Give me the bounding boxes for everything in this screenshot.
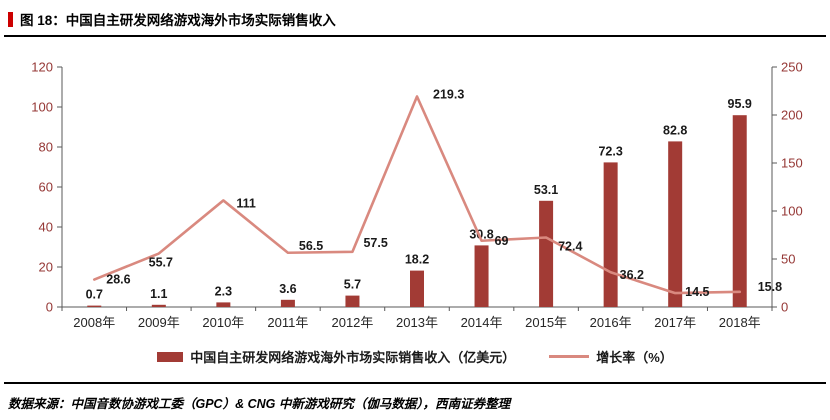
growth-value-label: 28.6 [106, 273, 130, 287]
footer-divider [4, 382, 826, 384]
left-axis-tick-label: 0 [46, 300, 53, 315]
bar-value-label: 0.7 [86, 288, 103, 302]
bar [732, 115, 747, 307]
growth-value-label: 56.5 [299, 239, 323, 253]
x-axis-label: 2008年 [73, 315, 115, 330]
bar [345, 295, 360, 307]
growth-value-label: 72.4 [558, 239, 582, 253]
chart-legend: 中国自主研发网络游戏海外市场实际销售收入（亿美元） 增长率（%） [0, 347, 830, 366]
left-axis-tick-label: 120 [31, 60, 53, 75]
bar [668, 141, 683, 307]
bar [151, 304, 166, 307]
left-axis-tick-label: 60 [39, 180, 53, 195]
right-axis-tick-label: 200 [781, 108, 803, 123]
growth-value-label: 55.7 [149, 256, 173, 270]
x-axis-label: 2016年 [590, 315, 632, 330]
bar-value-label: 82.8 [663, 123, 687, 137]
growth-line [92, 95, 742, 295]
growth-value-label: 36.2 [620, 268, 644, 282]
right-axis-tick-label: 50 [781, 252, 795, 267]
legend-label: 增长率（%） [596, 350, 673, 365]
bar [280, 299, 295, 307]
right-axis-tick-label: 150 [781, 156, 803, 171]
figure-title: 图 18：中国自主研发网络游戏海外市场实际销售收入 [20, 13, 336, 28]
legend-item-growth-rate: 增长率（%） [549, 347, 673, 366]
bar-value-label: 5.7 [344, 278, 361, 292]
x-axis-label: 2013年 [396, 315, 438, 330]
left-axis-tick-label: 80 [39, 140, 53, 155]
right-axis-tick-label: 0 [781, 300, 788, 315]
x-axis-label: 2010年 [202, 315, 244, 330]
growth-value-label: 15.8 [758, 280, 782, 294]
growth-value-label: 57.5 [363, 236, 387, 250]
x-axis-label: 2011年 [267, 315, 308, 330]
x-axis-label: 2018年 [719, 315, 761, 330]
bar-legend-swatch [157, 351, 184, 362]
x-axis-label: 2009年 [138, 315, 180, 330]
growth-value-label: 14.5 [685, 285, 709, 299]
bar-value-label: 30.8 [469, 227, 493, 241]
bar [87, 305, 102, 307]
bar [539, 200, 554, 307]
x-axis-label: 2012年 [331, 315, 373, 330]
bar-value-label: 18.2 [405, 253, 429, 267]
bar [474, 245, 489, 307]
bar-value-label: 2.3 [215, 284, 232, 298]
right-axis-tick-label: 100 [781, 204, 803, 219]
x-axis-label: 2017年 [654, 315, 696, 330]
figure-title-row: 图 18：中国自主研发网络游戏海外市场实际销售收入 [0, 0, 830, 35]
growth-value-label: 111 [236, 196, 256, 210]
x-axis-label: 2015年 [525, 315, 567, 330]
legend-item-revenue: 中国自主研发网络游戏海外市场实际销售收入（亿美元） [157, 347, 515, 366]
x-axis-label: 2014年 [461, 315, 503, 330]
data-source: 数据来源：中国音数协游戏工委（GPC）& CNG 中新游戏研究（伽马数据），西南… [8, 397, 511, 411]
bar-value-label: 95.9 [728, 97, 752, 111]
bar [603, 162, 618, 307]
title-divider [4, 35, 826, 37]
bar-value-label: 53.1 [534, 183, 558, 197]
bar [410, 270, 424, 307]
left-axis-tick-label: 100 [31, 100, 53, 115]
bar [216, 302, 231, 307]
title-accent-bar [8, 11, 13, 27]
line-legend-swatch [549, 355, 590, 358]
growth-value-label: 219.3 [433, 87, 464, 101]
combo-chart: 0 20 40 60 80 100 120 0 50 100 150 200 250 2008年 2009年… [31, 60, 803, 331]
left-axis-tick-label: 20 [39, 260, 53, 275]
bar-value-label: 72.3 [598, 144, 622, 158]
right-axis-tick-label: 250 [781, 60, 803, 75]
bar-value-label: 3.6 [279, 282, 296, 296]
left-axis-tick-label: 40 [39, 220, 53, 235]
bar-value-label: 1.1 [150, 287, 167, 301]
growth-value-label: 69 [495, 234, 509, 248]
legend-label: 中国自主研发网络游戏海外市场实际销售收入（亿美元） [190, 350, 516, 365]
